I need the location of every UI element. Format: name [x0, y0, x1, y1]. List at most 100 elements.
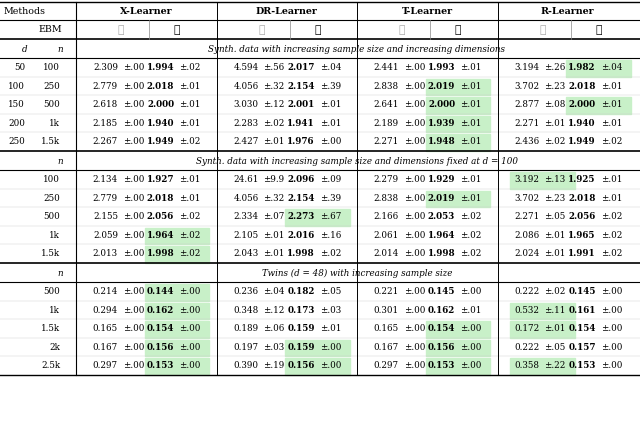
Text: R-Learner: R-Learner	[541, 7, 595, 16]
Text: 2.018: 2.018	[147, 194, 174, 203]
Bar	[426, 359, 490, 375]
Text: ±.01: ±.01	[179, 119, 200, 128]
Text: 0.153: 0.153	[147, 361, 174, 370]
Text: ±.67: ±.67	[319, 212, 341, 221]
Bar	[426, 79, 490, 96]
Text: 2.166: 2.166	[374, 212, 399, 221]
Text: 3.702: 3.702	[515, 82, 540, 91]
Text: ±.01: ±.01	[460, 306, 481, 315]
Bar	[566, 97, 631, 114]
Text: X-Learner: X-Learner	[120, 7, 173, 16]
Text: EBM: EBM	[38, 25, 62, 34]
Text: 0.154: 0.154	[147, 324, 174, 333]
Text: ±.00: ±.00	[179, 343, 200, 352]
Text: ✓: ✓	[314, 25, 321, 35]
Text: 0.182: 0.182	[287, 287, 315, 296]
Text: DR-Learner: DR-Learner	[256, 7, 317, 16]
Text: 1.965: 1.965	[568, 231, 596, 240]
Text: ±9.9: ±9.9	[264, 175, 285, 184]
Text: ±.32: ±.32	[264, 194, 285, 203]
Text: Synth. data with increasing sample size and dimensions fixed at d = 100: Synth. data with increasing sample size …	[196, 157, 518, 166]
Text: ±.01: ±.01	[460, 100, 481, 109]
Text: ±.01: ±.01	[601, 175, 622, 184]
Text: 1.927: 1.927	[147, 175, 174, 184]
Text: ±.00: ±.00	[404, 287, 426, 296]
Text: ±.05: ±.05	[319, 287, 341, 296]
Text: ±.07: ±.07	[264, 212, 285, 221]
Text: 500: 500	[44, 100, 60, 109]
Text: 2.271: 2.271	[514, 212, 540, 221]
Text: ±.00: ±.00	[460, 343, 481, 352]
Text: ±.23: ±.23	[545, 194, 566, 203]
Text: ±.02: ±.02	[601, 137, 622, 146]
Text: ±.00: ±.00	[460, 361, 481, 370]
Text: ±.00: ±.00	[123, 343, 145, 352]
Text: ±.26: ±.26	[545, 63, 566, 72]
Text: ±.00: ±.00	[179, 287, 200, 296]
Text: 0.297: 0.297	[93, 361, 118, 370]
Text: 0.156: 0.156	[147, 343, 174, 352]
Text: ±.00: ±.00	[123, 212, 145, 221]
Text: Synth. data with increasing sample size and increasing dimensions: Synth. data with increasing sample size …	[209, 45, 506, 54]
Text: 2.014: 2.014	[374, 249, 399, 258]
Text: ✓: ✓	[595, 25, 602, 35]
Text: ±.02: ±.02	[601, 249, 622, 258]
Text: d: d	[22, 45, 28, 54]
Text: ±.02: ±.02	[179, 63, 200, 72]
Bar	[510, 303, 575, 319]
Text: 0.173: 0.173	[287, 306, 315, 315]
Text: 2.018: 2.018	[147, 82, 174, 91]
Text: ±.01: ±.01	[460, 175, 481, 184]
Bar	[426, 97, 490, 114]
Text: ✓: ✓	[455, 25, 461, 35]
Text: 0.167: 0.167	[93, 343, 118, 352]
Text: ±.00: ±.00	[460, 324, 481, 333]
Text: 2.000: 2.000	[568, 100, 596, 109]
Text: ±.00: ±.00	[123, 361, 145, 370]
Bar	[426, 116, 490, 132]
Text: 1.948: 1.948	[428, 137, 455, 146]
Text: ±.00: ±.00	[179, 324, 200, 333]
Text: 2.018: 2.018	[568, 82, 596, 91]
Text: ±.00: ±.00	[179, 361, 200, 370]
Text: 150: 150	[8, 100, 25, 109]
Text: ±.03: ±.03	[319, 306, 341, 315]
Text: 2.779: 2.779	[93, 194, 118, 203]
Text: 0.348: 0.348	[233, 306, 259, 315]
Text: ±.08: ±.08	[545, 100, 566, 109]
Text: 0.165: 0.165	[93, 324, 118, 333]
Text: 0.532: 0.532	[515, 306, 540, 315]
Text: 2.013: 2.013	[93, 249, 118, 258]
Text: n: n	[57, 45, 63, 54]
Text: ±.06: ±.06	[264, 324, 285, 333]
Text: 2.185: 2.185	[93, 119, 118, 128]
Text: 2.061: 2.061	[374, 231, 399, 240]
Bar	[145, 228, 209, 244]
Bar	[285, 359, 350, 375]
Text: ±.01: ±.01	[460, 194, 481, 203]
Text: 2.5k: 2.5k	[41, 361, 60, 370]
Text: 0.172: 0.172	[514, 324, 540, 333]
Text: ±.00: ±.00	[123, 119, 145, 128]
Text: 0.156: 0.156	[287, 361, 315, 370]
Text: ±.00: ±.00	[404, 175, 426, 184]
Text: ±.00: ±.00	[404, 100, 426, 109]
Text: 1k: 1k	[49, 306, 60, 315]
Text: ±.03: ±.03	[264, 343, 285, 352]
Text: 2.779: 2.779	[93, 82, 118, 91]
Text: ±.00: ±.00	[404, 231, 426, 240]
Text: 1.949: 1.949	[147, 137, 174, 146]
Text: 24.61: 24.61	[233, 175, 259, 184]
Text: 0.294: 0.294	[93, 306, 118, 315]
Text: ±.00: ±.00	[179, 306, 200, 315]
Text: 0.144: 0.144	[147, 287, 174, 296]
Text: ±.16: ±.16	[319, 231, 341, 240]
Text: 2.877: 2.877	[514, 100, 540, 109]
Text: 2.059: 2.059	[93, 231, 118, 240]
Text: ±.00: ±.00	[404, 119, 426, 128]
Text: ±.00: ±.00	[601, 361, 622, 370]
Text: ±.23: ±.23	[545, 82, 566, 91]
Text: ±.00: ±.00	[123, 306, 145, 315]
Text: 1.998: 1.998	[287, 249, 315, 258]
Text: ±.01: ±.01	[601, 100, 622, 109]
